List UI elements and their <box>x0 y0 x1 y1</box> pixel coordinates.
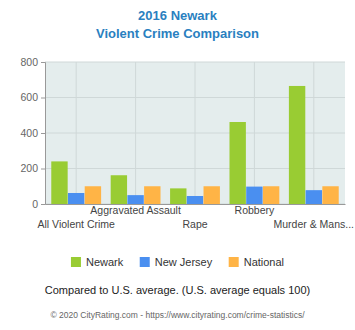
bar <box>127 195 143 204</box>
legend: Newark New Jersey National <box>71 256 284 268</box>
y-tick: 800 <box>20 56 45 68</box>
x-tick-label: All Violent Crime <box>37 218 115 230</box>
grid-line-vertical <box>135 62 136 204</box>
y-tick-label: 800 <box>20 56 38 68</box>
legend-label: National <box>244 256 284 268</box>
y-tick-label: 0 <box>32 198 38 210</box>
plot-background <box>45 62 345 204</box>
x-tick-label: Robbery <box>235 204 275 216</box>
legend-item: New Jersey <box>140 256 213 268</box>
bar <box>289 86 305 204</box>
bar <box>204 186 220 204</box>
y-tick-mark <box>41 204 45 205</box>
legend-item: Newark <box>71 256 124 268</box>
legend-swatch <box>71 257 81 267</box>
plot: 0 200 400 600 800 All Violent Crime Aggravated… <box>20 56 354 230</box>
legend-swatch <box>229 257 239 267</box>
x-axis: All Violent Crime Aggravated AssaultRape R… <box>37 204 354 230</box>
y-tick: 400 <box>20 127 45 139</box>
bar <box>229 122 245 204</box>
bar <box>51 161 67 204</box>
x-tick: Robbery <box>235 204 275 216</box>
y-axis: 0 200 400 600 800 <box>20 56 45 210</box>
x-tick: Aggravated Assault <box>90 204 181 216</box>
bar <box>111 175 127 204</box>
y-tick-label: 200 <box>20 162 38 174</box>
x-tick: Murder & Mans... <box>273 204 354 230</box>
y-tick-label: 400 <box>20 127 38 139</box>
bar <box>187 196 203 204</box>
bar <box>68 193 84 204</box>
y-tick-mark <box>41 62 45 63</box>
legend-swatch <box>140 257 150 267</box>
bar <box>246 187 262 204</box>
x-tick-label: Rape <box>182 218 207 230</box>
note: Compared to U.S. average. (U.S. average … <box>45 284 310 296</box>
y-tick-label: 600 <box>20 91 38 103</box>
y-tick-mark <box>41 98 45 99</box>
grid-line-vertical <box>313 62 314 204</box>
x-tick-label: Aggravated Assault <box>90 204 181 216</box>
y-tick: 0 <box>32 198 45 210</box>
x-tick-label: Murder & Mans... <box>273 218 354 230</box>
x-tick: Rape <box>182 204 207 230</box>
footer: © 2020 CityRating.com - https://www.city… <box>50 310 305 320</box>
legend-label: New Jersey <box>155 256 213 268</box>
legend-label: Newark <box>86 256 124 268</box>
title: 2016 Newark <box>138 8 218 23</box>
grid-line-vertical <box>254 62 255 204</box>
subtitle: Violent Crime Comparison <box>96 26 259 41</box>
bar <box>144 186 160 204</box>
legend-item: National <box>229 256 284 268</box>
y-tick-mark <box>41 169 45 170</box>
bar <box>170 188 186 204</box>
y-axis-line <box>41 63 46 205</box>
chart: 2016 Newark Violent Crime Comparison 0 200 4… <box>0 0 355 330</box>
bars <box>51 86 338 204</box>
grid <box>45 62 345 204</box>
y-tick: 600 <box>20 91 45 103</box>
y-tick: 200 <box>20 162 45 174</box>
bar <box>263 186 279 204</box>
bar <box>322 186 338 204</box>
y-tick-mark <box>41 133 45 134</box>
bar <box>85 186 101 204</box>
grid-line-vertical <box>195 62 196 204</box>
bar <box>306 190 322 204</box>
grid-line-vertical <box>76 62 77 204</box>
